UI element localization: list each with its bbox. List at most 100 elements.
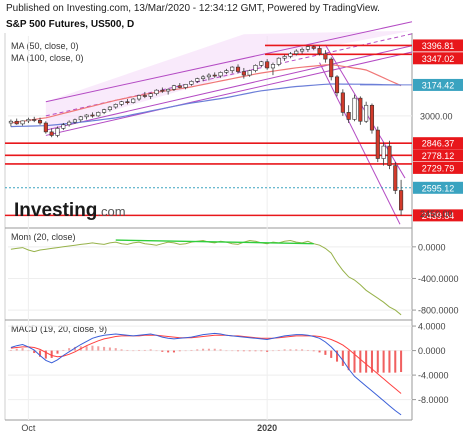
macd-histogram-bar [138,349,141,351]
candle-body [171,85,177,90]
macd-histogram-bar [312,350,315,352]
macd-histogram-bar [44,350,47,359]
x-tick-label: Oct [21,423,36,433]
candle-body [224,70,229,73]
candle-body [8,120,13,124]
candle-body [107,106,112,110]
macd-histogram-bar [149,349,152,351]
candlesticks [8,45,404,216]
macd-histogram-bar [400,350,403,373]
candle-body [201,76,206,79]
macd-histogram-bar [295,349,298,351]
mom-tick-label: -400.0000 [418,274,459,284]
macd-histogram-bar [341,350,344,366]
price-label: 2778.12 [422,151,455,161]
price-label: 2595.12 [422,183,455,193]
channel-fill [45,30,413,131]
macd-histogram-bar [283,349,286,351]
macd-histogram-bar [248,350,251,352]
macd-histogram-bar [277,349,280,351]
candle-body [113,104,118,108]
macd-histogram-bar [376,350,379,373]
candle-body [61,124,66,129]
macd-histogram-bar [50,350,53,358]
macd-histogram-bar [132,350,135,352]
candle-body [142,95,147,97]
macd-histogram-bar [365,350,368,373]
macd-histogram-bar [172,350,175,353]
macd-tick-label: 4.0000 [418,322,446,332]
candle-body [49,131,54,136]
macd-signal-line [10,334,402,394]
candle-body [136,95,142,100]
mom-tick-label: -800.0000 [418,306,459,316]
price-label: 3174.42 [422,80,455,90]
candle-body [96,112,101,117]
legend-ma50: MA (50, close, 0) [11,41,79,51]
mom-tick-label: 0.0000 [418,242,446,252]
investing-watermark: Investing.com [14,200,126,221]
candle-body [241,71,246,76]
price-tick-label: 2450.00 [420,209,453,219]
macd-histogram-bar [56,350,59,354]
candle-body [230,66,235,71]
macd-histogram-bar [91,345,94,351]
macd-histogram-bar [237,350,240,352]
candle-body [358,97,363,122]
candle-body [177,85,182,88]
macd-tick-label: -8.0000 [418,395,449,405]
macd-histogram-bar [254,350,257,352]
price-label: 2729.79 [422,163,455,173]
candle-body [206,74,211,78]
macd-histogram-bar [394,350,397,373]
price-label-box [413,181,463,194]
macd-histogram-bar [260,350,263,352]
candle-body [294,50,299,55]
macd-histogram-bar [388,350,391,373]
candle-body [183,83,188,88]
candle-body [399,190,404,211]
macd-histogram-bar [68,348,71,351]
macd-histogram-bar [207,348,210,351]
momentum-series [10,239,402,316]
legend-ma100: MA (100, close, 0) [11,53,84,63]
candle-body [393,165,398,191]
price-label: 3396.81 [422,41,455,51]
macd-histogram-bar [62,349,65,351]
macd-histogram-bar [143,349,146,351]
candle-body [311,46,316,49]
macd-histogram-bar [120,349,123,351]
macd-histogram-bar [242,350,245,352]
candle-body [43,122,48,133]
candle-body [265,61,270,69]
macd-histogram-bar [155,350,158,352]
candle-body [20,120,25,125]
candle-body [166,88,171,92]
macd-histogram-bar [330,350,333,358]
macd-histogram-bar [202,348,205,351]
channel-base-line [45,51,413,136]
candle-body [317,48,322,55]
macd-histogram-bar [271,350,274,352]
macd-histogram-bar [184,350,187,352]
macd-histogram-bar [382,350,385,373]
macd-histogram-bar [353,350,356,373]
legend-mom: Mom (20, close) [11,232,76,242]
macd-histogram-bar [318,350,321,353]
macd-histogram-bar [190,349,193,351]
macd-histogram-bar [126,349,129,351]
candle-body [90,114,95,117]
candle-body [270,64,276,69]
macd-histogram-bar [9,349,12,351]
momentum-line [10,239,402,316]
candle-body [189,80,194,85]
ma50-line [10,63,402,124]
x-tick-label: 2020 [257,423,277,433]
price-label-box [413,149,463,162]
price-label-box [413,137,463,150]
trend-channel [45,21,413,225]
macd-histogram-bar [347,350,350,371]
candle-body [55,128,60,136]
candle-body [218,72,223,77]
